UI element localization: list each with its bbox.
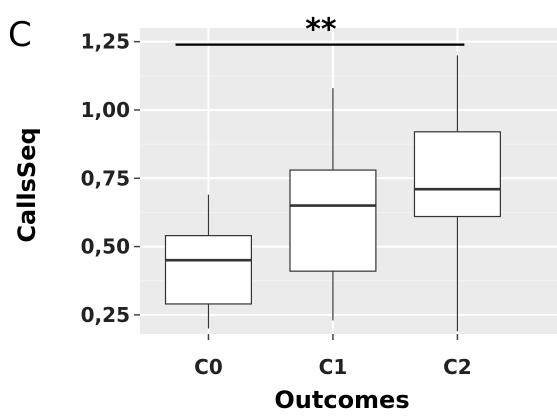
y-tick-label: 0,75 bbox=[81, 166, 130, 190]
x-tick-label: C1 bbox=[319, 355, 348, 379]
box-C1 bbox=[289, 169, 377, 272]
box-elements bbox=[164, 55, 501, 332]
y-tick-label: 0,25 bbox=[81, 303, 130, 327]
significance-annotation: ** bbox=[175, 13, 465, 48]
axes: 0,25 0,50 0,75 1,00 1,25 C0 C1 C2 bbox=[81, 30, 472, 379]
y-axis-title: CallsSeq bbox=[13, 127, 41, 242]
x-tick-label: C2 bbox=[443, 355, 472, 379]
significance-label: ** bbox=[305, 13, 337, 48]
y-tick-label: 1,00 bbox=[81, 98, 130, 122]
panel-letter: C bbox=[8, 15, 32, 55]
y-tick-label: 0,50 bbox=[81, 235, 130, 259]
y-tick-label: 1,25 bbox=[81, 30, 130, 54]
box-C0 bbox=[164, 235, 253, 305]
box-C2 bbox=[413, 131, 501, 218]
x-axis-title: Outcomes bbox=[274, 386, 409, 414]
x-tick-label: C0 bbox=[194, 355, 223, 379]
